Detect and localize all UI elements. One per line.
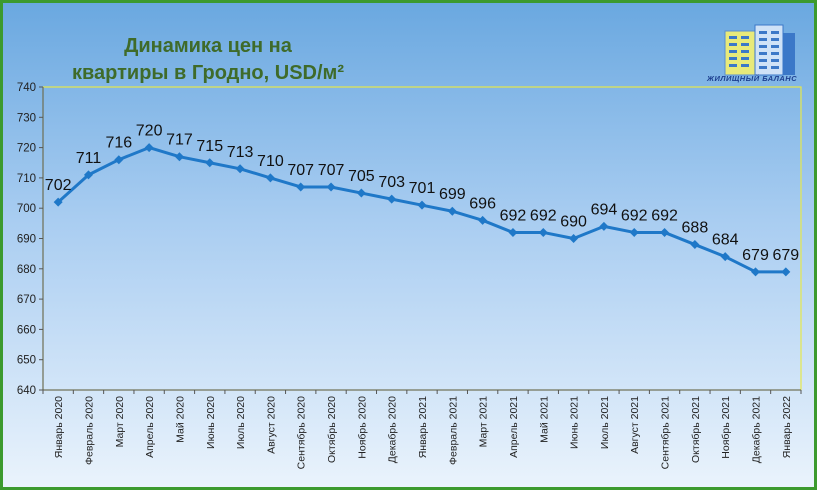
- x-tick-label: Январь 2021: [417, 396, 429, 458]
- data-point: [83, 170, 93, 180]
- data-point: [751, 267, 761, 277]
- data-point: [205, 158, 215, 168]
- x-tick-label: Январь 2020: [53, 396, 65, 458]
- data-point: [599, 221, 609, 231]
- x-tick-label: Май 2020: [174, 396, 186, 443]
- y-tick-label: 690: [17, 234, 36, 246]
- data-point: [569, 234, 579, 243]
- x-tick-label: Июнь 2020: [205, 396, 217, 449]
- data-label: 711: [76, 150, 102, 167]
- x-tick-label: Март 2021: [478, 396, 490, 448]
- x-tick-label: Сентябрь 2020: [296, 396, 308, 469]
- data-point: [538, 227, 548, 237]
- y-tick-label: 680: [17, 264, 36, 276]
- x-tick-label: Декабрь 2020: [387, 396, 399, 463]
- chart-title: Динамика цен на квартиры в Гродно, USD/м…: [63, 33, 353, 87]
- x-tick-label: Февраль 2020: [83, 396, 95, 465]
- x-tick-label: Январь 2022: [781, 396, 793, 458]
- x-tick-label: Март 2020: [114, 396, 126, 448]
- data-point: [629, 227, 639, 237]
- data-label: 694: [591, 201, 618, 218]
- data-point: [296, 182, 306, 192]
- data-point: [144, 143, 154, 153]
- logo-text: ЖИЛИЩНЫЙ БАЛАНС: [707, 74, 798, 83]
- data-label: 707: [318, 162, 345, 179]
- data-point: [114, 155, 124, 165]
- y-tick-label: 710: [17, 173, 36, 185]
- x-tick-label: Октябрь 2020: [326, 396, 338, 463]
- x-tick-label: Ноябрь 2021: [720, 396, 732, 459]
- data-point: [356, 188, 366, 198]
- x-tick-label: Июль 2020: [235, 396, 247, 449]
- data-label: 715: [196, 138, 223, 155]
- data-label: 707: [287, 162, 314, 179]
- data-label: 692: [500, 207, 527, 224]
- y-tick-label: 660: [17, 324, 36, 336]
- data-label: 690: [560, 214, 587, 231]
- x-tick-label: Сентябрь 2021: [660, 396, 672, 469]
- data-point: [660, 227, 670, 237]
- data-point: [720, 252, 730, 262]
- data-label: 679: [742, 247, 769, 264]
- chart-title-line1: Динамика цен на: [124, 35, 292, 57]
- data-label: 716: [105, 135, 132, 152]
- y-tick-label: 700: [17, 203, 36, 215]
- data-label: 692: [530, 207, 557, 224]
- y-tick-label: 740: [17, 82, 36, 94]
- data-label: 692: [651, 207, 678, 224]
- data-label: 705: [348, 168, 375, 185]
- data-label: 684: [712, 232, 739, 249]
- x-tick-label: Апрель 2021: [508, 396, 520, 458]
- x-tick-label: Февраль 2021: [447, 396, 459, 465]
- data-point: [387, 194, 397, 204]
- data-label: 717: [166, 132, 193, 149]
- data-point: [235, 164, 245, 174]
- data-label: 713: [227, 144, 254, 161]
- data-label: 688: [682, 220, 709, 237]
- x-tick-label: Октябрь 2021: [690, 396, 702, 463]
- x-tick-label: Апрель 2020: [144, 396, 156, 458]
- x-tick-label: Декабрь 2021: [751, 396, 763, 463]
- data-label: 679: [772, 247, 799, 264]
- x-tick-label: Июль 2021: [599, 396, 611, 449]
- data-point: [690, 240, 700, 250]
- y-tick-label: 720: [17, 143, 36, 155]
- x-tick-label: Август 2020: [265, 396, 277, 454]
- data-label: 703: [378, 174, 405, 191]
- data-point: [417, 200, 427, 210]
- data-point: [53, 197, 63, 207]
- data-point: [265, 173, 275, 183]
- building-logo-icon: [724, 24, 795, 76]
- x-tick-label: Август 2021: [629, 396, 641, 454]
- data-point: [508, 227, 518, 237]
- data-label: 699: [439, 186, 466, 203]
- data-label: 702: [45, 177, 72, 194]
- chart-title-line2: квартиры в Гродно, USD/м²: [71, 62, 344, 84]
- data-point: [447, 206, 457, 216]
- data-label: 692: [621, 207, 648, 224]
- data-label: 710: [257, 153, 284, 170]
- data-point: [326, 182, 336, 192]
- x-tick-label: Ноябрь 2020: [356, 396, 368, 459]
- data-label: 720: [136, 123, 163, 140]
- data-point: [174, 152, 184, 162]
- data-point: [781, 267, 791, 277]
- x-tick-label: Июнь 2021: [569, 396, 581, 449]
- y-tick-label: 730: [17, 112, 36, 124]
- data-point: [478, 215, 488, 225]
- y-tick-label: 640: [17, 385, 36, 397]
- y-tick-label: 650: [17, 355, 36, 367]
- y-tick-label: 670: [17, 294, 36, 306]
- x-tick-label: Май 2021: [538, 396, 550, 443]
- data-label: 701: [409, 180, 436, 197]
- data-label: 696: [469, 195, 496, 212]
